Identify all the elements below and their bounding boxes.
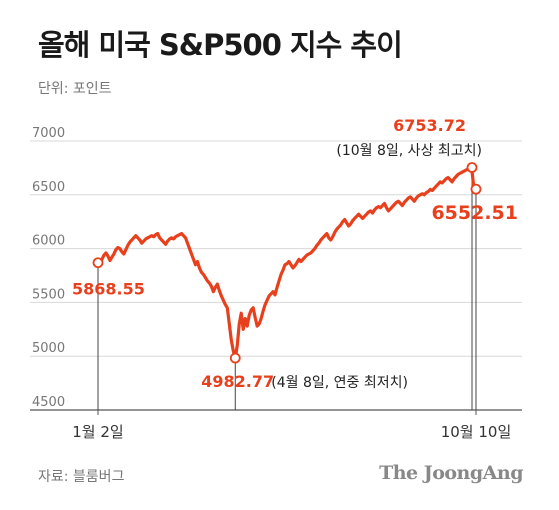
annotation-labels: 5868.55 4982.77(4월 8일, 연중 최저치) 6753.72 (10월…: [72, 116, 518, 391]
annotation-value: 6552.51: [431, 202, 518, 224]
x-axis-ticks: 1월 2일 10월 10일: [72, 410, 511, 441]
y-tick-label: 4500: [32, 395, 65, 410]
x-tick-label: 10월 10일: [441, 423, 512, 441]
brand-logo: The JoongAng: [379, 462, 523, 484]
y-tick-label: 5000: [32, 341, 65, 356]
annotation-points: [92, 162, 482, 364]
chart-title: 올해 미국 S&P500 지수 추이: [38, 28, 403, 62]
y-axis-ticks: 4500 5000 5500 6000 6500 7000: [32, 126, 65, 410]
annotation-value: 6753.72: [393, 116, 466, 135]
source-label: 자료: 블룸버그: [38, 469, 125, 485]
annotation-point: [470, 183, 482, 195]
drop-lines: [97, 172, 477, 410]
annotation-value: 4982.77: [201, 372, 274, 391]
annotation-value: 5868.55: [72, 280, 145, 299]
x-tick-label: 1월 2일: [72, 423, 123, 441]
annotation-point: [466, 162, 478, 173]
annotation-point: [229, 352, 241, 364]
annotation-note: (10월 8일, 사상 최고치): [336, 143, 482, 159]
y-tick-label: 6000: [32, 234, 65, 249]
annotation-note: (4월 8일, 연중 최저치): [271, 375, 408, 391]
y-tick-label: 7000: [32, 126, 65, 141]
unit-label: 단위: 포인트: [38, 81, 112, 97]
series-line: [96, 165, 476, 360]
annotation-point: [92, 257, 104, 269]
grid-lines: [30, 140, 522, 411]
y-tick-label: 6500: [32, 180, 65, 195]
series-line-path: [96, 165, 476, 360]
y-tick-label: 5500: [32, 287, 65, 302]
